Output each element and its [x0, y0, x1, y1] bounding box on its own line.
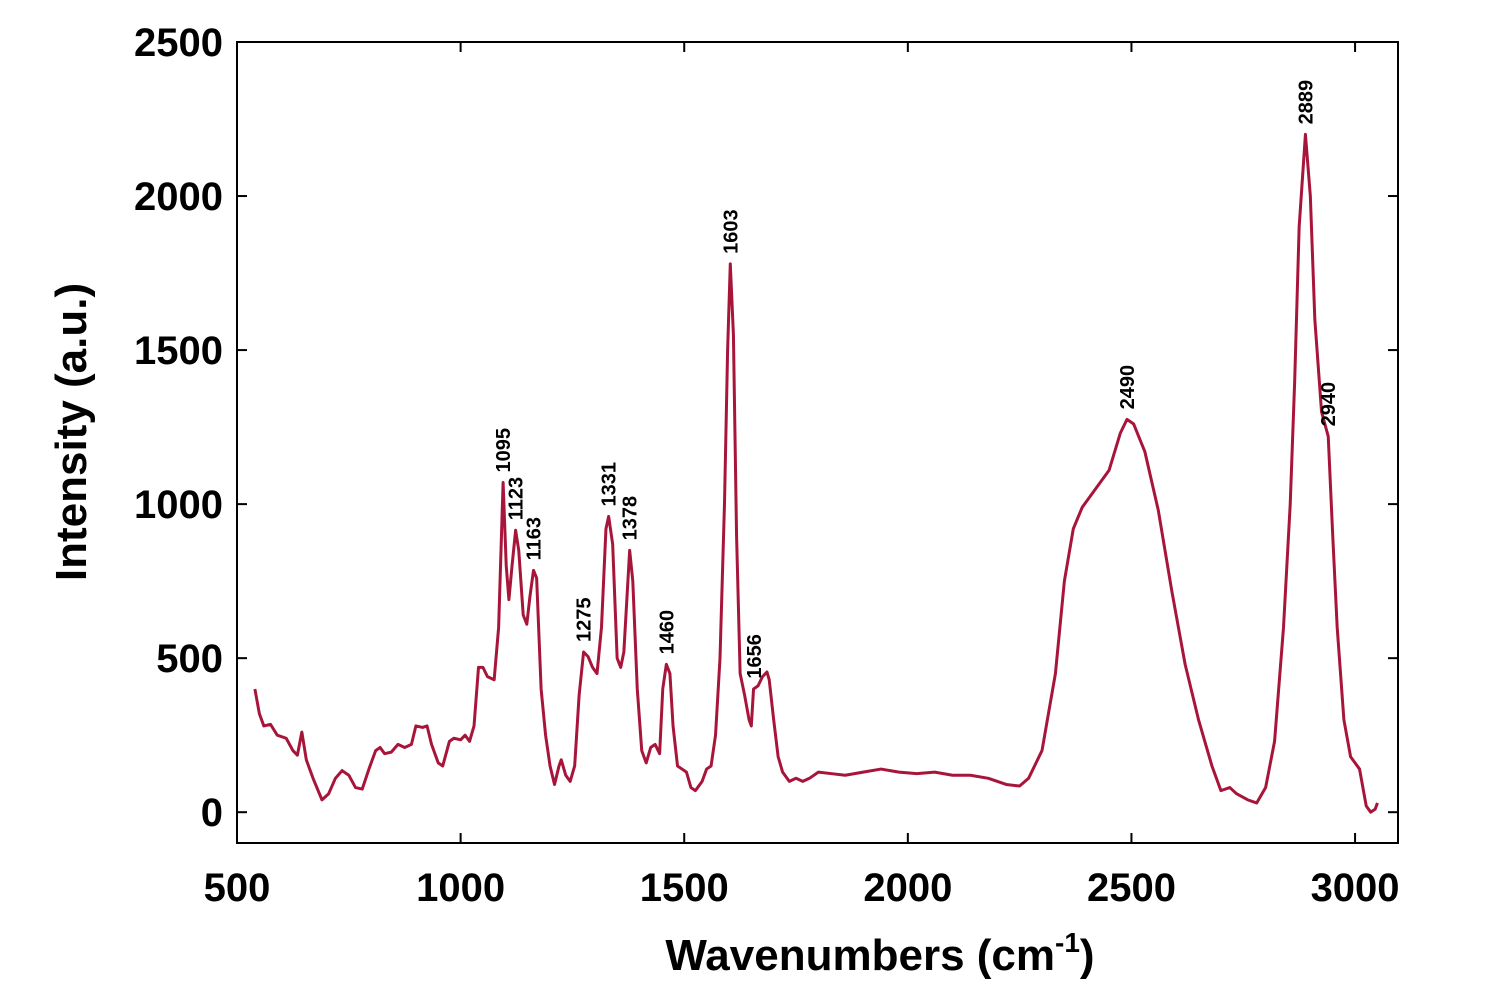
x-axis-label-close: ) [1080, 931, 1095, 980]
y-tick-label: 1000 [134, 483, 223, 527]
x-axis-label-sup: -1 [1055, 927, 1080, 958]
y-axis-label: Intensity (a.u.) [47, 283, 96, 581]
x-tick-label: 2500 [1087, 866, 1176, 910]
x-axis-label-text: Wavenumbers (cm [665, 931, 1055, 980]
y-tick-label: 2500 [134, 21, 223, 65]
peak-label: 2940 [1318, 382, 1340, 427]
x-axis-label: Wavenumbers (cm-1) [665, 927, 1094, 980]
y-tick-label: 500 [156, 637, 223, 681]
peak-label: 1603 [720, 209, 742, 254]
x-tick-label: 1500 [640, 866, 729, 910]
peak-label: 1656 [744, 634, 766, 679]
peak-label: 1163 [524, 517, 546, 560]
plot-frame [236, 41, 1399, 844]
y-tick-label: 0 [201, 791, 223, 835]
x-tick-label: 1000 [416, 866, 505, 910]
peak-label: 1331 [599, 462, 621, 507]
peak-label: 1123 [506, 477, 528, 520]
x-tick-label: 2000 [863, 866, 952, 910]
x-tick-label: 3000 [1311, 866, 1400, 910]
peak-label: 1460 [656, 610, 678, 655]
peak-label: 2889 [1295, 80, 1317, 125]
spectrum-line [253, 132, 1379, 814]
y-tick-label: 1500 [134, 329, 223, 373]
peak-label: 1378 [620, 496, 642, 541]
peak-label: 1095 [493, 428, 515, 473]
y-tick-label: 2000 [134, 175, 223, 219]
x-tick-label: 500 [204, 866, 271, 910]
peak-label: 2490 [1117, 365, 1139, 410]
peak-label: 1275 [574, 597, 596, 642]
